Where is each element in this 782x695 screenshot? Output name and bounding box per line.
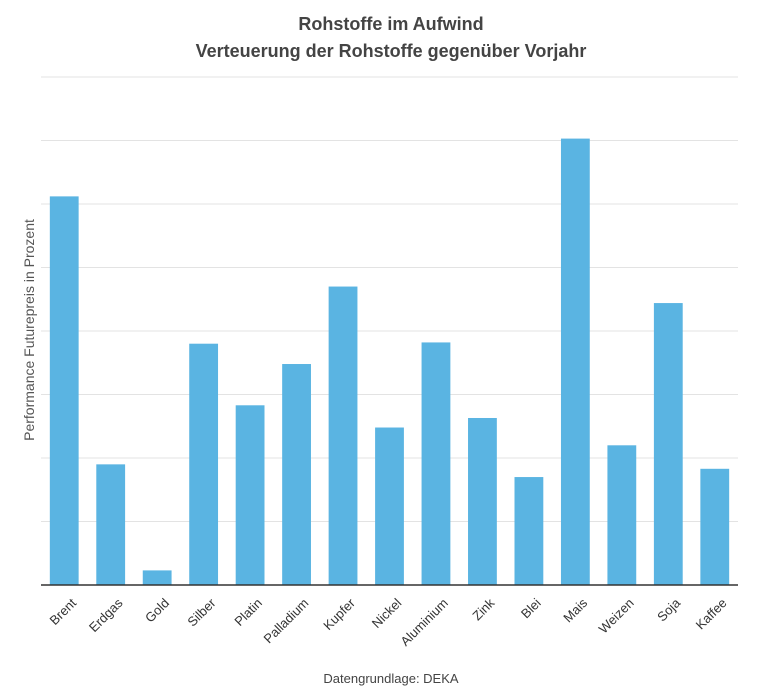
chart-title: Rohstoffe im Aufwind xyxy=(298,14,484,34)
source-note: Datengrundlage: DEKA xyxy=(323,671,459,686)
bar-silber xyxy=(189,343,219,585)
x-tick-label: Aluminium xyxy=(397,595,451,649)
bar-aluminium xyxy=(421,342,451,585)
x-tick-label: Blei xyxy=(518,595,544,621)
x-tick-label: Zink xyxy=(469,595,497,623)
bar-kaffee xyxy=(700,468,730,585)
bar-zink xyxy=(468,417,497,585)
x-tick-label: Mais xyxy=(560,595,590,625)
bars xyxy=(49,138,730,585)
chart-subtitle: Verteuerung der Rohstoffe gegenüber Vorj… xyxy=(195,41,587,61)
bar-gold xyxy=(142,570,172,585)
x-tick-label: Kaffee xyxy=(693,595,730,632)
x-tick-label: Platin xyxy=(231,595,265,629)
bar-palladium xyxy=(282,364,311,585)
x-tick-label: Weizen xyxy=(596,595,637,636)
x-tick-label: Nickel xyxy=(369,595,405,631)
x-tick-label: Gold xyxy=(142,595,172,625)
bar-kupfer xyxy=(328,286,358,585)
x-tick-label: Soja xyxy=(654,595,684,625)
bar-soja xyxy=(653,303,683,585)
bar-platin xyxy=(235,405,265,585)
x-tick-label: Brent xyxy=(47,595,80,628)
x-tick-label: Silber xyxy=(184,595,219,630)
bar-weizen xyxy=(607,445,637,585)
x-tick-label: Kupfer xyxy=(320,595,358,633)
bar-erdgas xyxy=(96,464,126,585)
bar-brent xyxy=(49,196,79,585)
x-tick-label: Palladium xyxy=(260,595,311,646)
x-tick-label: Erdgas xyxy=(86,595,126,635)
bar-blei xyxy=(514,477,544,585)
bar-mais xyxy=(560,138,590,585)
bar-nickel xyxy=(375,427,404,585)
